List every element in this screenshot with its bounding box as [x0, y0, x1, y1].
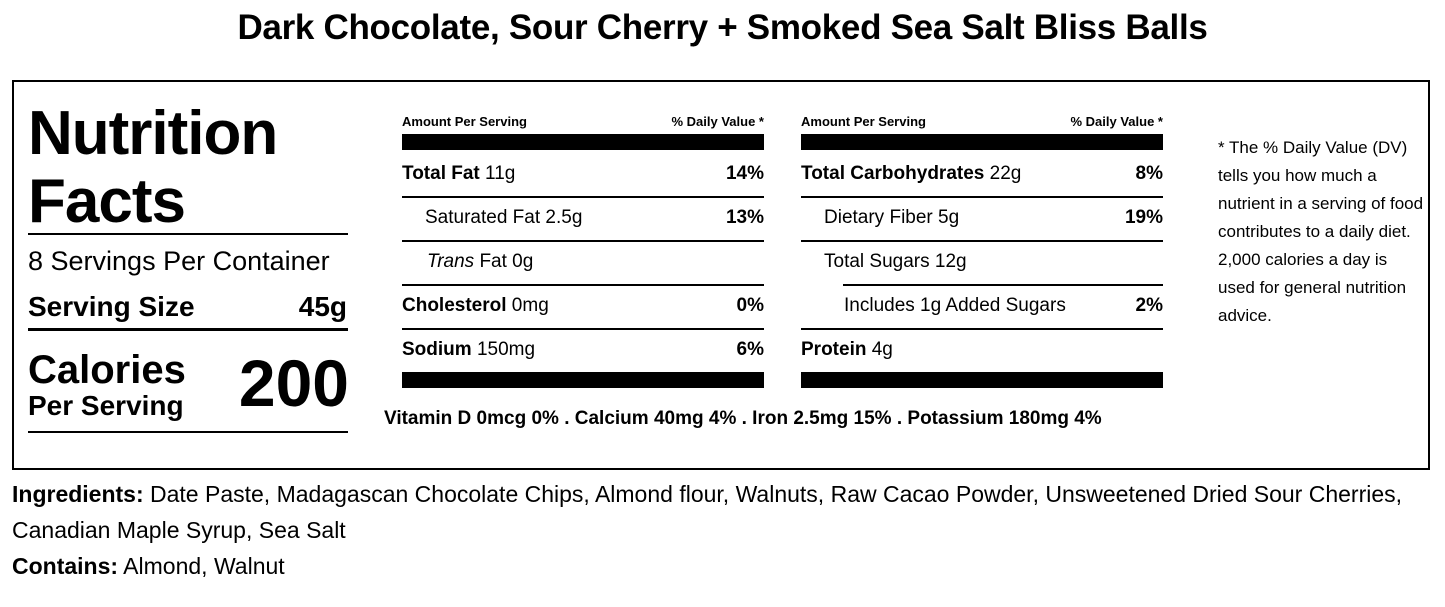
nutrient-amount: 4g [866, 339, 893, 360]
daily-value-header: % Daily Value * [1070, 114, 1164, 129]
row-divider [801, 196, 1163, 198]
nutrient-percent: 6% [736, 339, 764, 360]
nutrient-percent: 14% [725, 163, 764, 184]
serving-size-label: Serving Size [28, 291, 195, 322]
row-divider [402, 284, 764, 286]
nutrient-name: Total Fat [402, 163, 480, 184]
nutrient-name: Total Sugars 12g [824, 251, 967, 272]
row-divider [402, 240, 764, 242]
nutrient-row-total-fat: Total Fat 11g 14% [402, 152, 764, 196]
nutrition-facts-panel: Nutrition Facts 8 Servings Per Container… [12, 80, 1430, 470]
daily-value-footnote: * The % Daily Value (DV) tells you how m… [1218, 138, 1424, 325]
nutrient-name: Total Carbohydrates [801, 163, 985, 184]
allergen-statement: Contains: Almond, Walnut [12, 548, 285, 584]
nutrient-percent: 0% [736, 295, 764, 316]
divider [28, 328, 348, 331]
thick-divider [402, 372, 764, 388]
thick-divider [801, 134, 1163, 150]
nutrient-percent: 2% [1135, 295, 1163, 316]
ingredients-text: Date Paste, Madagascan Chocolate Chips, … [12, 481, 1403, 543]
contains-label: Contains: [12, 553, 119, 579]
thick-divider [402, 134, 764, 150]
nutrient-row-sodium: Sodium 150mg 6% [402, 328, 764, 372]
contains-text: Almond, Walnut [118, 553, 285, 579]
calories-value: 200 [238, 346, 349, 420]
servings-per-container: 8 Servings Per Container [28, 246, 330, 276]
row-divider [801, 328, 1163, 330]
nutrient-amount: 22g [984, 163, 1022, 184]
nutrient-name: Sodium [402, 339, 472, 360]
amount-per-serving-header: Amount Per Serving [801, 114, 926, 129]
nutrient-row-total-sugars: Total Sugars 12g [801, 240, 1163, 284]
row-divider [843, 284, 1163, 286]
nutrient-row-total-carbohydrates: Total Carbohydrates 22g 8% [801, 152, 1163, 196]
nutrient-name: Dietary Fiber 5g [824, 207, 960, 228]
daily-value-header: % Daily Value * [671, 114, 765, 129]
serving-size-value: 45g [298, 291, 347, 322]
row-divider [801, 240, 1163, 242]
nutrient-name: Saturated Fat 2.5g [425, 207, 583, 228]
nutrient-name: Trans [427, 251, 475, 272]
nutrient-name: Includes 1g Added Sugars [844, 295, 1066, 316]
nutrient-amount: 150mg [471, 339, 536, 360]
page-title: Dark Chocolate, Sour Cherry + Smoked Sea… [237, 8, 1208, 47]
nutrient-row-saturated-fat: Saturated Fat 2.5g 13% [402, 196, 764, 240]
vitamins-minerals-line: Vitamin D 0mcg 0% . Calcium 40mg 4% . Ir… [384, 408, 1102, 429]
nutrient-percent: 19% [1124, 207, 1163, 228]
ingredients-statement: Ingredients: Date Paste, Madagascan Choc… [12, 476, 1412, 548]
divider [28, 431, 348, 433]
amount-per-serving-header: Amount Per Serving [402, 114, 527, 129]
nutrient-amount: 0mg [506, 295, 549, 316]
nutrient-amount: 11g [479, 163, 516, 184]
calories-per-serving-label: Per Serving [28, 390, 184, 421]
divider [28, 233, 348, 235]
nutrient-row-dietary-fiber: Dietary Fiber 5g 19% [801, 196, 1163, 240]
nutrient-name: Cholesterol [402, 295, 507, 316]
column-header: Amount Per Serving % Daily Value * [402, 114, 764, 132]
nutrient-row-protein: Protein 4g [801, 328, 1163, 372]
row-divider [402, 328, 764, 330]
ingredients-label: Ingredients: [12, 481, 144, 507]
calories-label: Calories [28, 348, 186, 392]
nutrient-percent: 8% [1135, 163, 1163, 184]
row-divider [402, 196, 764, 198]
nutrient-name: Protein [801, 339, 867, 360]
nutrient-percent: 13% [725, 207, 764, 228]
nutrient-row-trans-fat: Trans Fat 0g [402, 240, 764, 284]
nutrient-row-cholesterol: Cholesterol 0mg 0% [402, 284, 764, 328]
column-header: Amount Per Serving % Daily Value * [801, 114, 1163, 132]
nutrient-amount: Fat 0g [474, 251, 534, 272]
nutrient-row-added-sugars: Includes 1g Added Sugars 2% [801, 284, 1163, 328]
thick-divider [801, 372, 1163, 388]
nutrition-facts-heading: Nutrition Facts [28, 99, 278, 236]
